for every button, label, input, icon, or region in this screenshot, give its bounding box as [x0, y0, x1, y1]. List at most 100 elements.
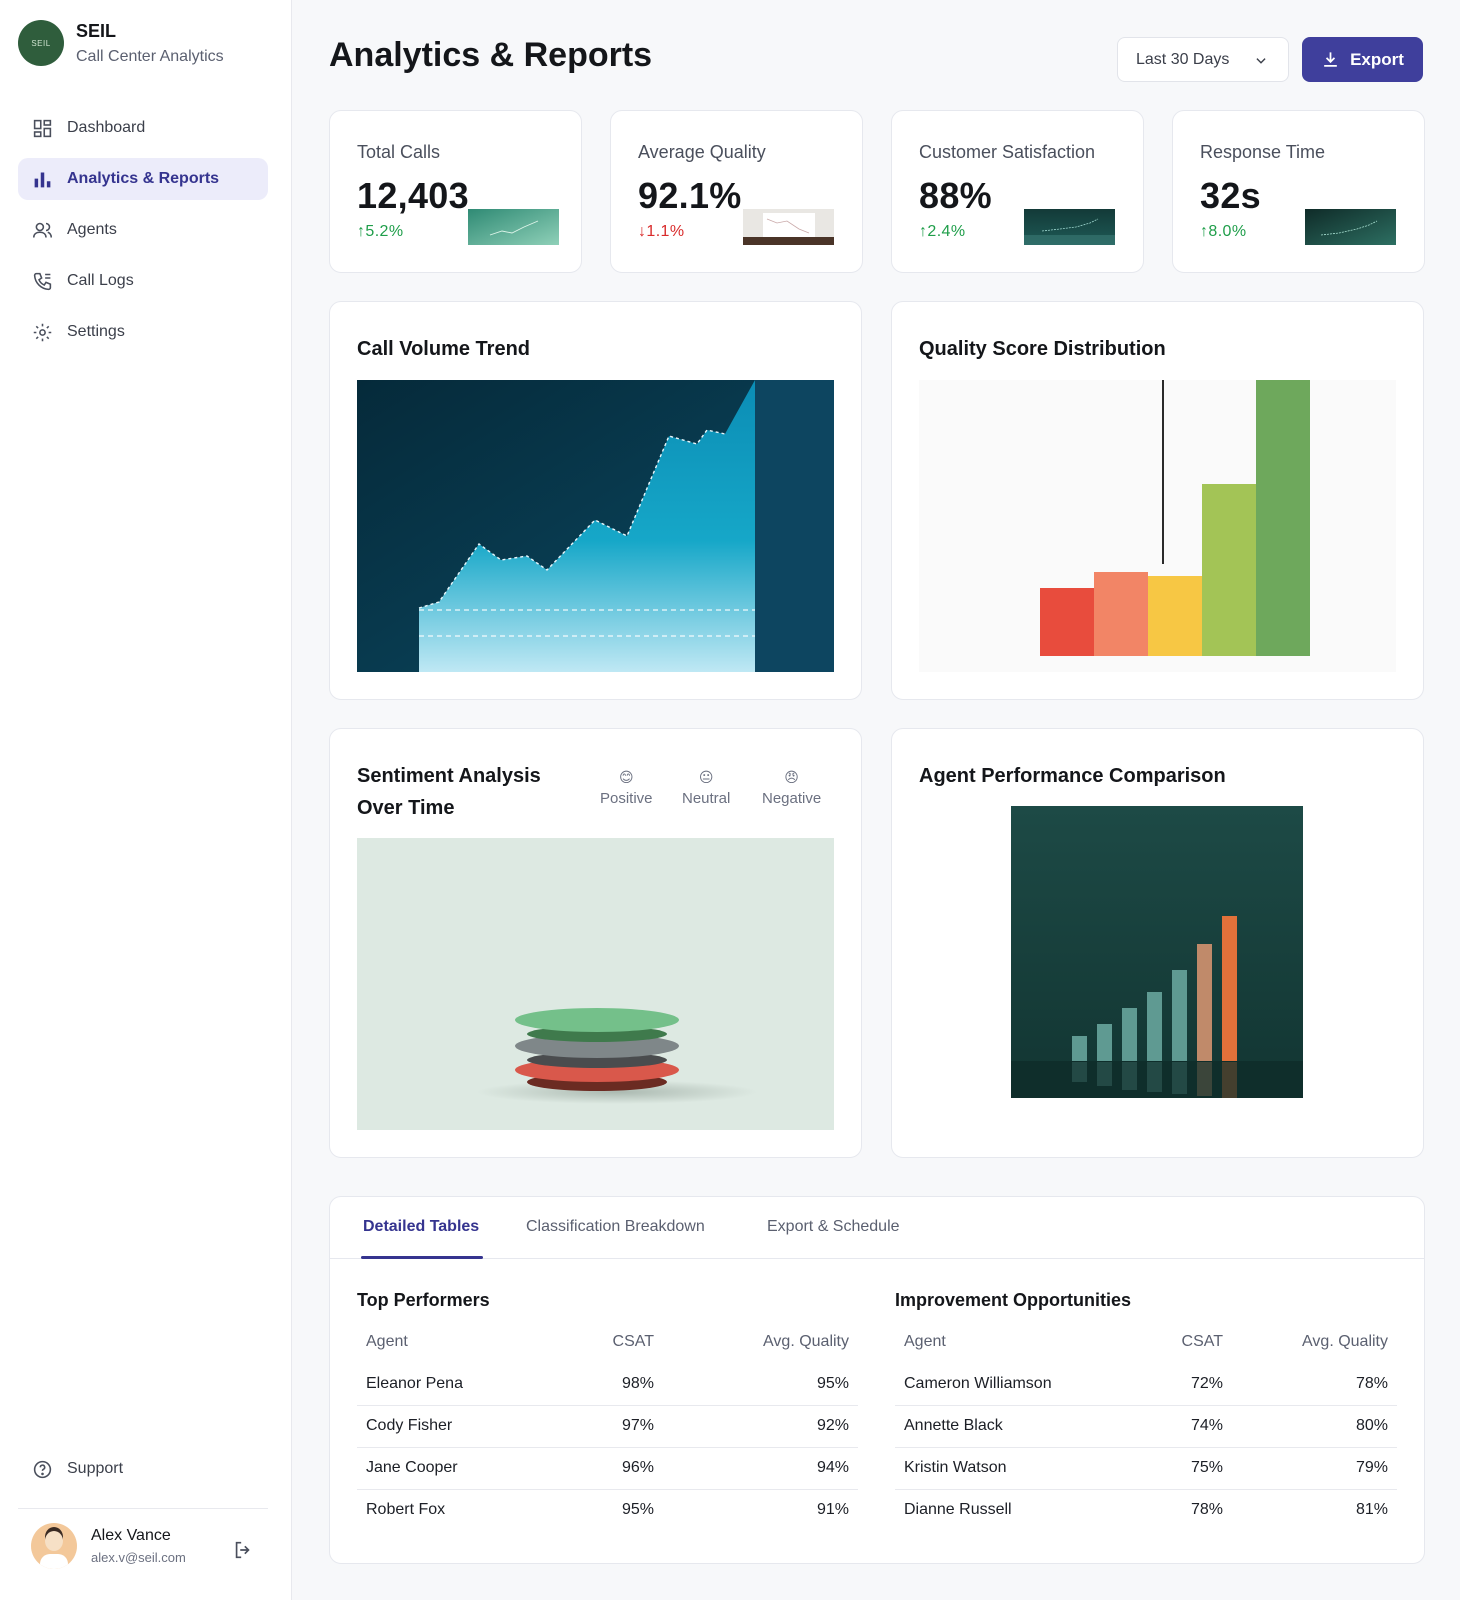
column-header-quality: Avg. Quality — [1302, 1333, 1388, 1350]
sentiment-chart-image — [357, 838, 834, 1130]
table-row[interactable]: Robert Fox 95% 91% — [366, 1501, 849, 1519]
angry-face-icon: 😠 — [784, 769, 799, 785]
column-header-agent: Agent — [904, 1333, 946, 1350]
sidebar-item-call-logs[interactable]: Call Logs — [18, 260, 268, 302]
brand-name: SEIL — [76, 20, 117, 41]
kpi-label: Response Time — [1200, 142, 1326, 162]
sidebar-item-analytics[interactable]: Analytics & Reports — [18, 158, 268, 200]
kpi-card-response-time: Response Time 32s ↑8.0% — [1172, 110, 1425, 273]
export-label: Export — [1350, 49, 1404, 69]
improvement-table: Agent CSAT Avg. Quality Cameron Williams… — [895, 1321, 1397, 1531]
neutral-face-icon: 😐 — [698, 769, 714, 785]
kpi-change: ↓1.1% — [638, 223, 685, 240]
brand[interactable]: SEIL SEIL Call Center Analytics — [18, 20, 224, 66]
sidebar-nav: Dashboard Analytics & Reports Agents Cal… — [18, 107, 268, 362]
kpi-change: ↑8.0% — [1200, 223, 1247, 240]
support-label: Support — [67, 1460, 124, 1477]
kpi-label: Total Calls — [357, 142, 441, 162]
arrow-up-icon: ↑ — [1200, 223, 1209, 240]
support-link[interactable]: Support — [18, 1448, 268, 1490]
sidebar-item-label: Dashboard — [67, 119, 146, 136]
logout-icon[interactable] — [232, 1539, 254, 1561]
arrow-up-icon: ↑ — [357, 223, 366, 240]
table-header-row: Agent CSAT Avg. Quality — [357, 1321, 858, 1363]
top-performers-title: Top Performers — [357, 1290, 490, 1310]
agent-performance-chart-image — [1011, 806, 1303, 1098]
kpi-value: 92.1% — [638, 175, 742, 216]
arrow-up-icon: ↑ — [919, 223, 928, 240]
sidebar-item-label: Agents — [67, 221, 117, 238]
sidebar-item-settings[interactable]: Settings — [18, 311, 268, 353]
sidebar: SEIL SEIL Call Center Analytics Dashboar… — [0, 0, 292, 1600]
sparkline-thumbnail — [1305, 209, 1396, 245]
kpi-card-customer-satisfaction: Customer Satisfaction 88% ↑2.4% — [891, 110, 1144, 273]
kpi-value: 32s — [1200, 175, 1261, 216]
table-row[interactable]: Cody Fisher 97% 92% — [357, 1405, 858, 1448]
kpi-value: 88% — [919, 175, 992, 216]
column-header-csat: CSAT — [612, 1333, 654, 1350]
quality-distribution-card: Quality Score Distribution — [891, 301, 1424, 700]
tab-classification-breakdown[interactable]: Classification Breakdown — [526, 1218, 705, 1235]
card-title: Sentiment Analysis Over Time — [357, 765, 541, 819]
export-button[interactable]: Export — [1302, 37, 1423, 82]
tab-export-schedule[interactable]: Export & Schedule — [767, 1218, 900, 1235]
table-header-row: Agent CSAT Avg. Quality — [895, 1321, 1397, 1363]
table-row[interactable]: Jane Cooper 96% 94% — [357, 1447, 858, 1490]
call-volume-chart-image — [357, 380, 834, 672]
card-title: Agent Performance Comparison — [919, 765, 1226, 787]
user-profile[interactable]: Alex Vance alex.v@seil.com — [18, 1508, 268, 1569]
date-range-select[interactable]: Last 30 Days — [1117, 37, 1289, 82]
kpi-label: Average Quality — [638, 142, 766, 162]
tables-panel: Detailed Tables Classification Breakdown… — [329, 1196, 1425, 1564]
legend-positive: 😊 Positive — [600, 769, 653, 807]
card-title: Call Volume Trend — [357, 338, 530, 360]
table-row[interactable]: Eleanor Pena 98% 95% — [357, 1363, 858, 1406]
users-icon — [32, 222, 53, 238]
page-title: Analytics & Reports — [329, 36, 653, 74]
kpi-change: ↑2.4% — [919, 223, 966, 240]
brand-logo: SEIL — [18, 20, 64, 66]
bar-chart-icon — [34, 172, 51, 187]
column-header-quality: Avg. Quality — [763, 1333, 849, 1350]
download-icon — [1324, 52, 1337, 67]
sidebar-item-agents[interactable]: Agents — [18, 209, 268, 251]
table-row[interactable]: Kristin Watson 75% 79% — [895, 1447, 1397, 1490]
brand-subtitle: Call Center Analytics — [76, 47, 224, 65]
kpi-value: 12,403 — [357, 175, 469, 216]
sparkline-thumbnail — [1024, 209, 1115, 245]
sparkline-thumbnail — [743, 209, 834, 245]
sentiment-card: Sentiment Analysis Over Time 😊 Positive … — [329, 728, 862, 1158]
kpi-card-average-quality: Average Quality 92.1% ↓1.1% — [610, 110, 863, 273]
kpi-card-total-calls: Total Calls 12,403 ↑5.2% — [329, 110, 582, 273]
happy-face-icon: 😊 — [618, 769, 634, 785]
card-title: Quality Score Distribution — [919, 338, 1166, 360]
sidebar-item-label: Settings — [67, 323, 125, 340]
top-performers-table: Agent CSAT Avg. Quality Eleanor Pena 98%… — [357, 1321, 858, 1531]
improvement-title: Improvement Opportunities — [895, 1290, 1132, 1310]
phone-icon — [33, 272, 52, 290]
avatar — [31, 1523, 77, 1569]
arrow-down-icon: ↓ — [638, 223, 647, 240]
agent-performance-card: Agent Performance Comparison — [891, 728, 1424, 1158]
dashboard-icon — [33, 119, 52, 137]
user-email: alex.v@seil.com — [91, 1550, 186, 1565]
call-volume-card: Call Volume Trend — [329, 301, 862, 700]
user-name: Alex Vance — [91, 1527, 171, 1544]
column-header-csat: CSAT — [1181, 1333, 1223, 1350]
sidebar-item-label: Analytics & Reports — [67, 170, 220, 187]
table-row[interactable]: Dianne Russell 78% 81% — [904, 1501, 1388, 1519]
table-row[interactable]: Annette Black 74% 80% — [895, 1405, 1397, 1448]
table-row[interactable]: Cameron Williamson 72% 78% — [895, 1363, 1397, 1406]
chevron-down-icon — [1256, 58, 1266, 64]
tab-detailed-tables[interactable]: Detailed Tables — [363, 1218, 480, 1235]
sidebar-item-dashboard[interactable]: Dashboard — [18, 107, 268, 149]
date-range-value: Last 30 Days — [1136, 50, 1230, 68]
legend-negative: 😠 Negative — [762, 769, 822, 807]
active-tab-indicator — [361, 1256, 483, 1259]
kpi-label: Customer Satisfaction — [919, 142, 1096, 162]
quality-distribution-chart-image — [919, 380, 1396, 672]
tab-bar: Detailed Tables Classification Breakdown… — [330, 1197, 1424, 1259]
kpi-change: ↑5.2% — [357, 223, 404, 240]
legend-neutral: 😐 Neutral — [682, 769, 731, 807]
gear-icon — [33, 323, 52, 341]
